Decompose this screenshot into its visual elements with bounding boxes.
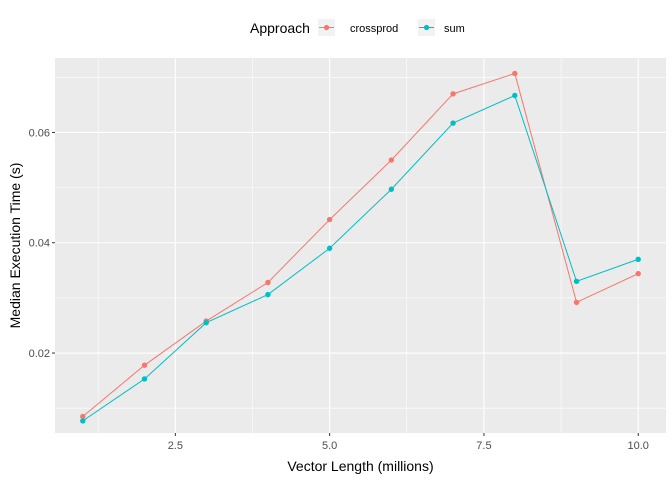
x-tick-label: 5.0 xyxy=(322,440,337,452)
y-tick-label: 0.06 xyxy=(29,127,50,139)
data-point-sum xyxy=(450,120,456,126)
data-point-sum xyxy=(573,278,580,285)
y-axis-title: Median Execution Time (s) xyxy=(7,163,23,329)
data-point-crossprod xyxy=(265,279,271,286)
series-line-sum xyxy=(82,94,639,422)
data-point-crossprod xyxy=(635,270,641,277)
legend-key-point-sum xyxy=(423,24,430,31)
data-point-sum xyxy=(203,320,209,326)
data-point-crossprod xyxy=(512,70,518,77)
x-tick-label: 7.5 xyxy=(476,440,491,452)
legend: Approach crossprod sum xyxy=(250,19,465,36)
data-point-sum xyxy=(388,186,395,192)
y-tick-label: 0.04 xyxy=(29,238,50,250)
data-point-sum xyxy=(512,92,518,99)
x-axis: 2.5 5.0 7.5 10.0 xyxy=(168,433,649,452)
legend-label-sum: sum xyxy=(444,23,465,35)
data-point-crossprod xyxy=(141,362,148,368)
data-point-sum xyxy=(265,291,271,298)
legend-label-crossprod: crossprod xyxy=(350,23,398,35)
legend-item-crossprod: crossprod xyxy=(318,19,398,36)
y-axis: 0.02 0.04 0.06 xyxy=(29,127,55,360)
data-point-sum xyxy=(141,376,148,382)
x-axis-title: Vector Length (millions) xyxy=(287,458,433,474)
legend-key-point-crossprod xyxy=(323,24,330,31)
series-sum xyxy=(80,92,641,424)
data-point-crossprod xyxy=(573,299,580,306)
data-point-crossprod xyxy=(388,157,395,163)
data-point-sum xyxy=(326,245,333,251)
x-tick-label: 10.0 xyxy=(628,440,649,452)
data-point-crossprod xyxy=(80,413,86,420)
minor-grid xyxy=(55,58,666,433)
data-point-crossprod xyxy=(450,91,456,97)
legend-title: Approach xyxy=(250,20,310,36)
series-layer xyxy=(80,70,641,424)
data-point-sum xyxy=(80,418,86,424)
data-point-crossprod xyxy=(326,216,333,223)
data-point-sum xyxy=(635,256,641,262)
major-grid xyxy=(55,58,666,433)
legend-item-sum: sum xyxy=(418,19,465,36)
x-tick-label: 2.5 xyxy=(168,440,183,452)
y-tick-label: 0.02 xyxy=(29,348,50,360)
